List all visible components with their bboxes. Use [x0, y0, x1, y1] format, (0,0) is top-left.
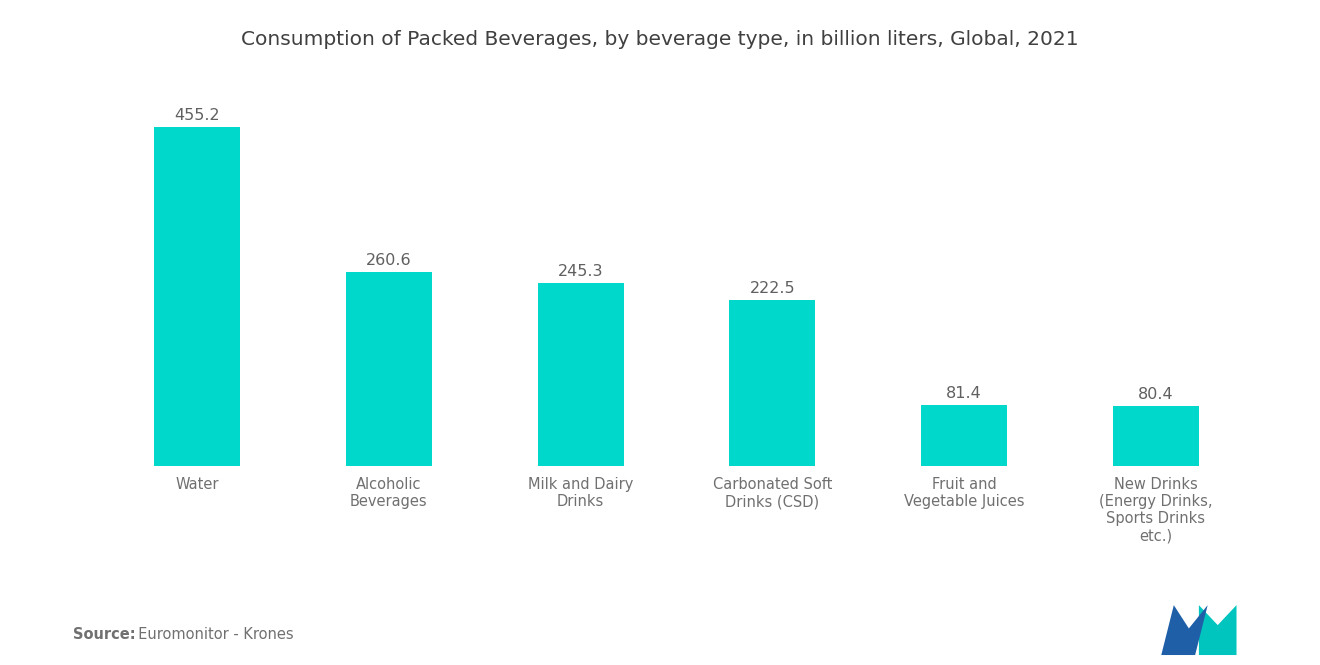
Bar: [729, 300, 816, 466]
Text: Consumption of Packed Beverages, by beverage type, in billion liters, Global, 20: Consumption of Packed Beverages, by beve…: [242, 30, 1078, 49]
Text: Source:: Source:: [73, 626, 135, 642]
Text: Euromonitor - Krones: Euromonitor - Krones: [129, 626, 294, 642]
Bar: [921, 405, 1007, 466]
Bar: [537, 283, 624, 466]
Text: 81.4: 81.4: [946, 386, 982, 401]
Text: 245.3: 245.3: [558, 265, 603, 279]
Text: 455.2: 455.2: [174, 108, 220, 124]
Text: 222.5: 222.5: [750, 281, 795, 297]
Polygon shape: [1162, 605, 1208, 655]
Polygon shape: [1199, 605, 1237, 655]
Bar: [346, 272, 432, 465]
Bar: [1113, 406, 1199, 465]
Bar: [154, 127, 240, 465]
Text: 80.4: 80.4: [1138, 387, 1173, 402]
Text: 260.6: 260.6: [366, 253, 412, 268]
